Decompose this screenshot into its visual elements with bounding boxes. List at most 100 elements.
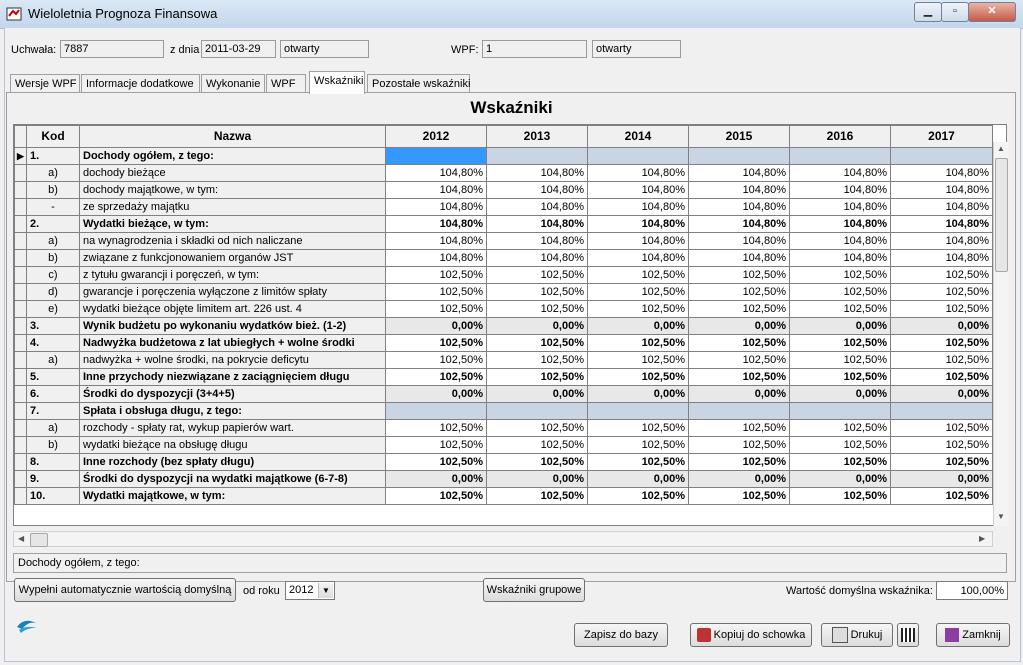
table-row[interactable]: b) wydatki bieżące na obsługę długu 102,50… <box>14 436 993 454</box>
value-cell[interactable]: 102,50% <box>587 368 689 386</box>
value-cell[interactable]: 102,50% <box>385 266 487 284</box>
horizontal-scroll-thumb[interactable] <box>30 533 48 547</box>
value-cell[interactable]: 102,50% <box>789 368 891 386</box>
value-cell[interactable]: 104,80% <box>486 249 588 267</box>
value-cell[interactable]: 104,80% <box>587 198 689 216</box>
tab-wersje-wpf[interactable]: Wersje WPF <box>10 74 80 93</box>
value-cell[interactable]: 102,50% <box>587 436 689 454</box>
nazwa-cell[interactable]: rozchody - spłaty rat, wykup papierów wa… <box>79 419 386 437</box>
value-cell[interactable]: 0,00% <box>688 470 790 488</box>
table-row[interactable]: 7. Spłata i obsługa długu, z tego: <box>14 402 993 420</box>
row-indicator[interactable] <box>14 164 27 182</box>
value-cell[interactable]: 104,80% <box>385 249 487 267</box>
row-indicator[interactable] <box>14 402 27 420</box>
value-cell[interactable]: 0,00% <box>486 470 588 488</box>
kod-cell[interactable]: 6. <box>26 385 80 403</box>
value-cell[interactable]: 104,80% <box>385 232 487 250</box>
value-cell[interactable]: 102,50% <box>486 283 588 301</box>
nazwa-cell[interactable]: dochody bieżące <box>79 164 386 182</box>
scroll-down-icon[interactable]: ▼ <box>997 512 1005 521</box>
value-cell[interactable]: 104,80% <box>688 249 790 267</box>
table-row[interactable]: 4. Nadwyżka budżetowa z lat ubiegłych + w… <box>14 334 993 352</box>
nazwa-cell[interactable]: ze sprzedaży majątku <box>79 198 386 216</box>
row-indicator[interactable] <box>14 181 27 199</box>
value-cell[interactable]: 102,50% <box>890 368 993 386</box>
row-indicator[interactable] <box>14 368 27 386</box>
table-row[interactable]: 6. Środki do dyspozycji (3+4+5) 0,00% 0,00%… <box>14 385 993 403</box>
value-cell[interactable]: 104,80% <box>789 181 891 199</box>
nazwa-cell[interactable]: dochody majątkowe, w tym: <box>79 181 386 199</box>
value-cell[interactable]: 102,50% <box>789 266 891 284</box>
kod-cell[interactable]: a) <box>26 232 80 250</box>
value-cell[interactable]: 102,50% <box>486 453 588 471</box>
maximize-button[interactable]: ▫ <box>941 2 969 22</box>
tab-informacje-dodatkowe[interactable]: Informacje dodatkowe <box>81 74 200 93</box>
value-cell[interactable]: 102,50% <box>587 300 689 318</box>
value-cell[interactable]: 102,50% <box>385 283 487 301</box>
nazwa-cell[interactable]: Inne rozchody (bez spłaty długu) <box>79 453 386 471</box>
kod-cell[interactable]: 4. <box>26 334 80 352</box>
value-cell[interactable] <box>385 402 487 420</box>
row-indicator[interactable] <box>14 436 27 454</box>
table-row[interactable]: 3. Wynik budżetu po wykonaniu wydatków bi… <box>14 317 993 335</box>
chevron-down-icon[interactable]: ▼ <box>318 583 333 598</box>
scroll-left-icon[interactable]: ◀ <box>18 534 25 543</box>
value-cell[interactable] <box>789 402 891 420</box>
value-cell[interactable] <box>587 402 689 420</box>
value-cell[interactable]: 102,50% <box>890 266 993 284</box>
nazwa-cell[interactable]: nadwyżka + wolne środki, na pokrycie def… <box>79 351 386 369</box>
value-cell[interactable]: 0,00% <box>789 385 891 403</box>
value-cell[interactable]: 102,50% <box>587 487 689 505</box>
value-cell[interactable]: 102,50% <box>890 487 993 505</box>
value-cell[interactable]: 102,50% <box>890 334 993 352</box>
table-row[interactable]: 2. Wydatki bieżące, w tym: 104,80% 104,80% 1… <box>14 215 993 233</box>
vertical-scrollbar[interactable]: ▲ ▼ <box>993 142 1008 526</box>
value-cell[interactable]: 102,50% <box>587 453 689 471</box>
value-cell[interactable]: 104,80% <box>385 164 487 182</box>
table-row[interactable]: 9. Środki do dyspozycji na wydatki majątk… <box>14 470 993 488</box>
table-row[interactable]: b) dochody majątkowe, w tym: 104,80% 104,80… <box>14 181 993 199</box>
value-cell[interactable]: 0,00% <box>385 470 487 488</box>
value-cell[interactable]: 104,80% <box>789 164 891 182</box>
value-cell[interactable]: 102,50% <box>486 368 588 386</box>
table-row[interactable]: ▶ 1. Dochody ogółem, z tego: <box>14 147 993 165</box>
nazwa-cell[interactable]: Środki do dyspozycji (3+4+5) <box>79 385 386 403</box>
table-row[interactable]: 5. Inne przychody niezwiązane z zaciągnię… <box>14 368 993 386</box>
value-cell[interactable]: 0,00% <box>688 385 790 403</box>
row-indicator[interactable]: ▶ <box>14 147 27 165</box>
kod-cell[interactable]: a) <box>26 164 80 182</box>
value-cell[interactable]: 102,50% <box>688 283 790 301</box>
value-cell[interactable] <box>688 402 790 420</box>
nazwa-cell[interactable]: Wydatki bieżące, w tym: <box>79 215 386 233</box>
value-cell[interactable]: 102,50% <box>789 334 891 352</box>
value-cell[interactable] <box>890 402 993 420</box>
nazwa-cell[interactable]: Wydatki majątkowe, w tym: <box>79 487 386 505</box>
value-cell[interactable]: 104,80% <box>890 232 993 250</box>
value-cell[interactable]: 104,80% <box>688 164 790 182</box>
value-cell[interactable]: 102,50% <box>587 283 689 301</box>
minimize-button[interactable]: ▁ <box>914 2 942 22</box>
row-indicator[interactable] <box>14 453 27 471</box>
value-cell[interactable]: 102,50% <box>789 436 891 454</box>
row-indicator[interactable] <box>14 470 27 488</box>
value-cell[interactable]: 104,80% <box>486 181 588 199</box>
value-cell[interactable]: 102,50% <box>890 436 993 454</box>
value-cell[interactable]: 104,80% <box>688 198 790 216</box>
value-cell[interactable]: 0,00% <box>789 470 891 488</box>
row-indicator[interactable] <box>14 249 27 267</box>
kod-cell[interactable]: a) <box>26 351 80 369</box>
value-cell[interactable] <box>890 147 993 165</box>
row-indicator[interactable] <box>14 215 27 233</box>
kod-cell[interactable]: 10. <box>26 487 80 505</box>
value-cell[interactable]: 102,50% <box>890 351 993 369</box>
value-cell[interactable]: 104,80% <box>587 181 689 199</box>
value-cell[interactable]: 104,80% <box>890 215 993 233</box>
kod-cell[interactable]: 3. <box>26 317 80 335</box>
table-row[interactable]: a) na wynagrodzenia i składki od nich nal… <box>14 232 993 250</box>
row-indicator[interactable] <box>14 419 27 437</box>
kod-cell[interactable]: 2. <box>26 215 80 233</box>
kod-cell[interactable]: e) <box>26 300 80 318</box>
column-header-year[interactable]: 2014 <box>587 125 689 148</box>
value-cell[interactable]: 104,80% <box>688 215 790 233</box>
indicators-grid[interactable]: Kod Nazwa 2012 2013 2014 2015 2016 2017 … <box>13 124 1007 526</box>
